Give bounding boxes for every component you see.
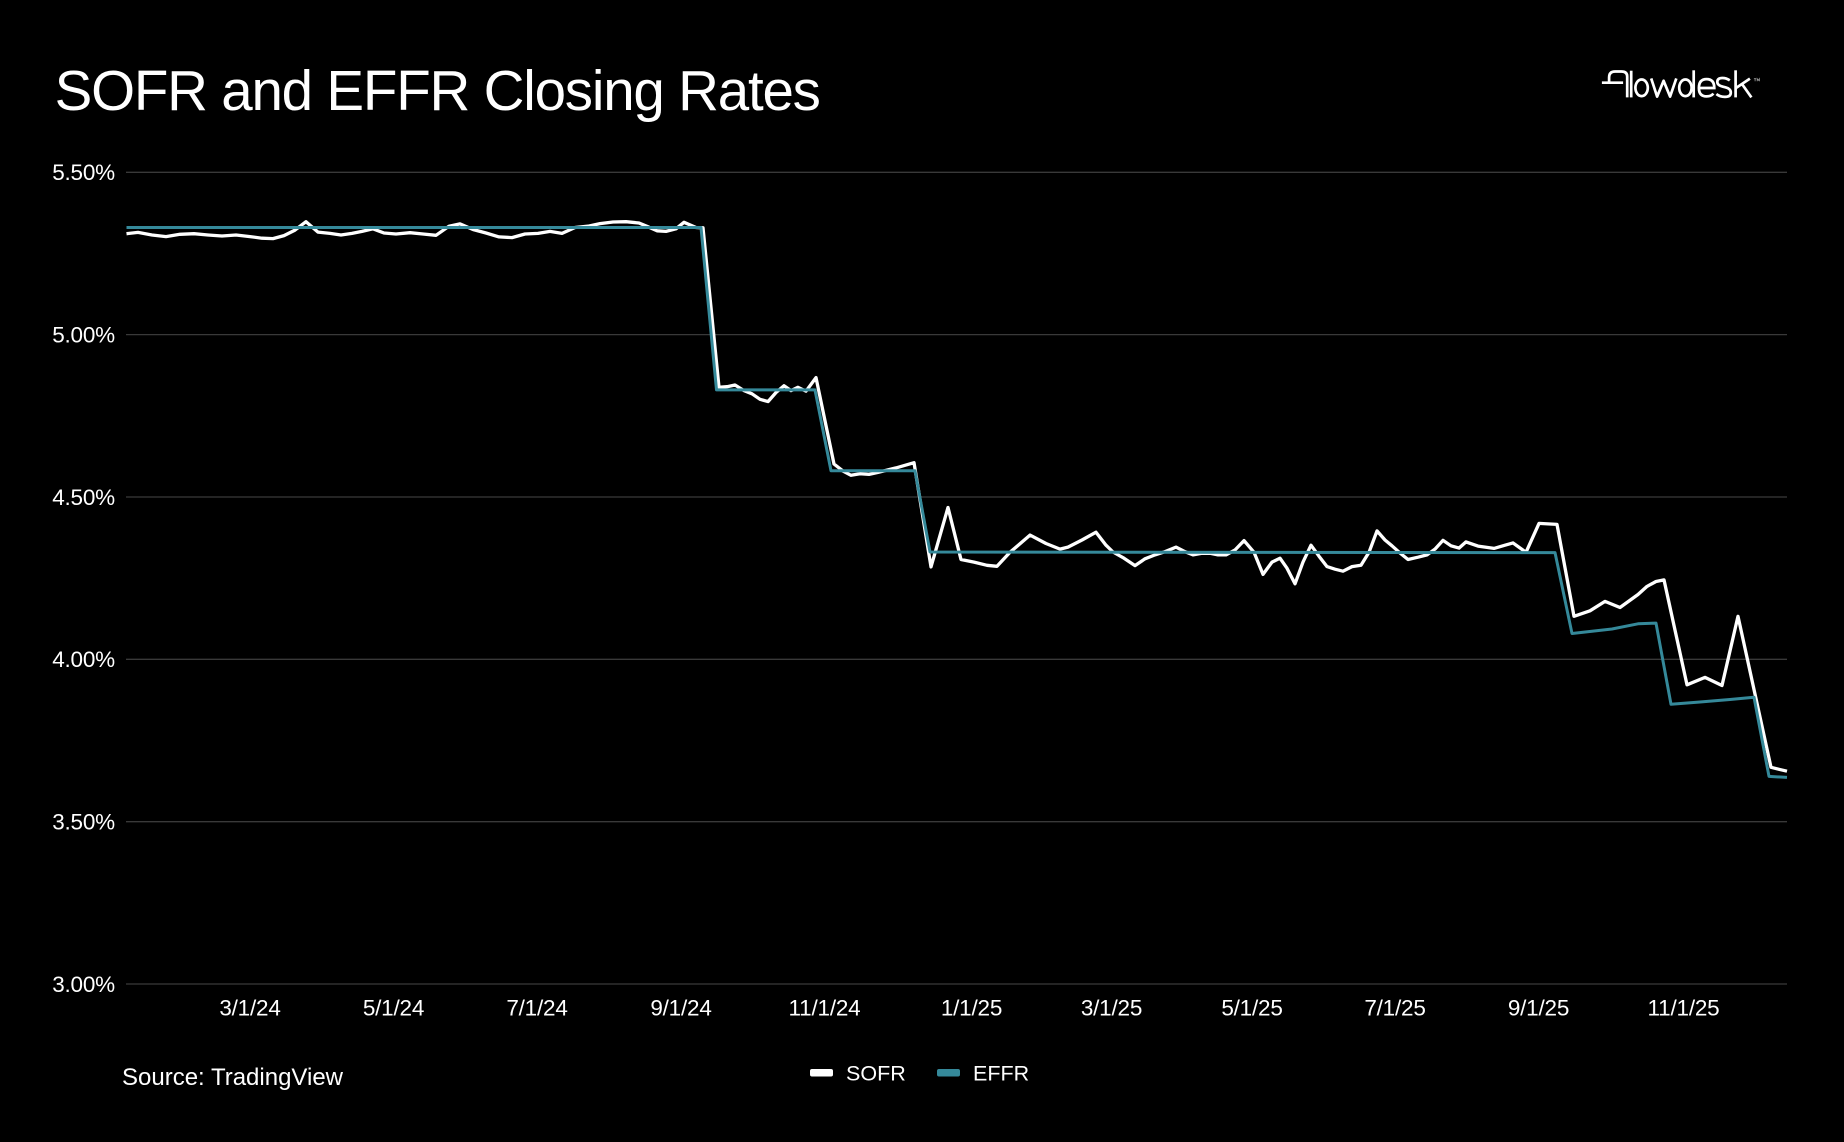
svg-text:9/1/25: 9/1/25 [1508, 995, 1569, 1020]
svg-text:3.50%: 3.50% [52, 810, 115, 835]
svg-text:SOFR: SOFR [846, 1061, 906, 1085]
svg-text:11/1/25: 11/1/25 [1648, 995, 1720, 1020]
svg-text:5.00%: 5.00% [52, 322, 115, 347]
svg-text:3/1/25: 3/1/25 [1081, 995, 1142, 1020]
svg-text:1/1/25: 1/1/25 [941, 995, 1002, 1020]
svg-text:3/1/24: 3/1/24 [219, 995, 280, 1020]
svg-text:5/1/25: 5/1/25 [1221, 995, 1282, 1020]
svg-text:5.50%: 5.50% [52, 160, 115, 185]
svg-text:3.00%: 3.00% [52, 972, 115, 997]
svg-text:11/1/24: 11/1/24 [789, 995, 861, 1020]
svg-text:4.00%: 4.00% [52, 647, 115, 672]
svg-text:Source: TradingView: Source: TradingView [122, 1064, 344, 1091]
svg-text:4.50%: 4.50% [52, 485, 115, 510]
svg-text:9/1/24: 9/1/24 [650, 995, 711, 1020]
svg-text:7/1/25: 7/1/25 [1364, 995, 1425, 1020]
svg-text:EFFR: EFFR [973, 1061, 1029, 1085]
svg-text:SOFR and EFFR Closing Rates: SOFR and EFFR Closing Rates [55, 59, 820, 122]
svg-text:5/1/24: 5/1/24 [363, 995, 424, 1020]
svg-text:7/1/24: 7/1/24 [506, 995, 567, 1020]
